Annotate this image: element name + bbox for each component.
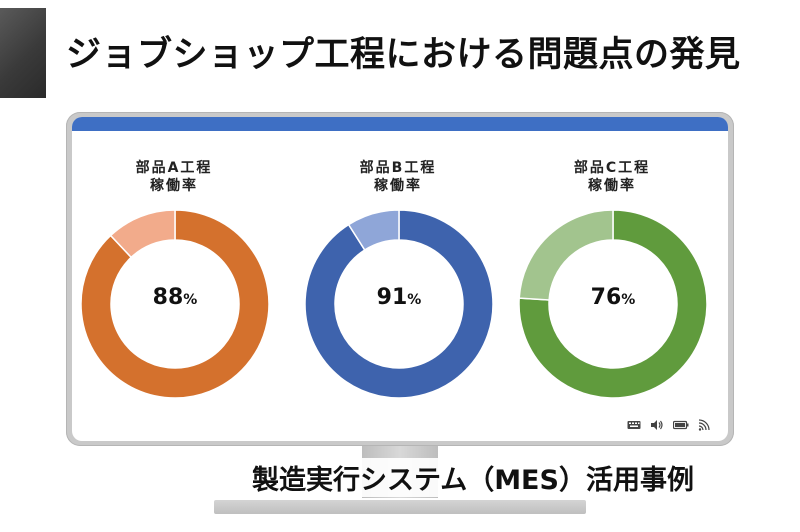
chart-part-a: 部品A工程 稼働率 88%	[74, 117, 274, 399]
donut-slice-value	[304, 209, 494, 399]
donut-slice-remainder	[109, 209, 176, 259]
donut-value-label: 91%	[304, 285, 494, 310]
donut-value: 88	[152, 285, 184, 310]
chart-title: 部品A工程 稼働率	[74, 159, 274, 195]
donut-value-label: 76%	[518, 285, 708, 310]
chart-part-b: 部品B工程 稼働率 91%	[298, 117, 498, 399]
keyboard-icon[interactable]	[627, 419, 641, 431]
donut-value: 91	[376, 285, 408, 310]
chart-title-line2: 稼働率	[150, 178, 198, 194]
chart-title-line1: 部品B工程	[359, 160, 437, 176]
footer-caption: 製造実行システム（MES）活用事例	[248, 458, 698, 497]
donut-unit: %	[183, 292, 198, 308]
donut-slice-remainder	[347, 209, 400, 251]
donut-chart-c	[518, 209, 708, 399]
donut-value-label: 88%	[80, 285, 270, 310]
chart-title-line2: 稼働率	[374, 178, 422, 194]
monitor-frame: 部品A工程 稼働率 88% 部品B工程 稼働率 91% 部品C工程 稼働率 76…	[66, 112, 734, 446]
donut-slice-value	[80, 209, 270, 399]
battery-icon[interactable]	[673, 419, 689, 431]
monitor-screen: 部品A工程 稼働率 88% 部品B工程 稼働率 91% 部品C工程 稼働率 76…	[72, 117, 728, 441]
monitor-stand-base	[214, 500, 586, 514]
speaker-icon[interactable]	[650, 419, 664, 431]
page-title: ジョブショップ工程における問題点の発見	[66, 35, 741, 75]
chart-title-line2: 稼働率	[588, 178, 636, 194]
chart-title: 部品B工程 稼働率	[298, 159, 498, 195]
donut-unit: %	[621, 292, 636, 308]
donut-chart-b	[304, 209, 494, 399]
chart-title-line1: 部品C工程	[573, 160, 651, 176]
screen-title-bar	[72, 117, 728, 131]
donut-chart-a	[80, 209, 270, 399]
corner-decoration	[0, 8, 46, 98]
system-tray	[627, 419, 712, 431]
donut-unit: %	[407, 292, 422, 308]
wifi-icon[interactable]	[698, 419, 712, 431]
chart-title-line1: 部品A工程	[135, 160, 213, 176]
chart-part-c: 部品C工程 稼働率 76%	[512, 117, 712, 399]
donut-slice-remainder	[518, 209, 614, 301]
donut-value: 76	[590, 285, 622, 310]
chart-title: 部品C工程 稼働率	[512, 159, 712, 195]
donut-slice-value	[518, 209, 708, 399]
